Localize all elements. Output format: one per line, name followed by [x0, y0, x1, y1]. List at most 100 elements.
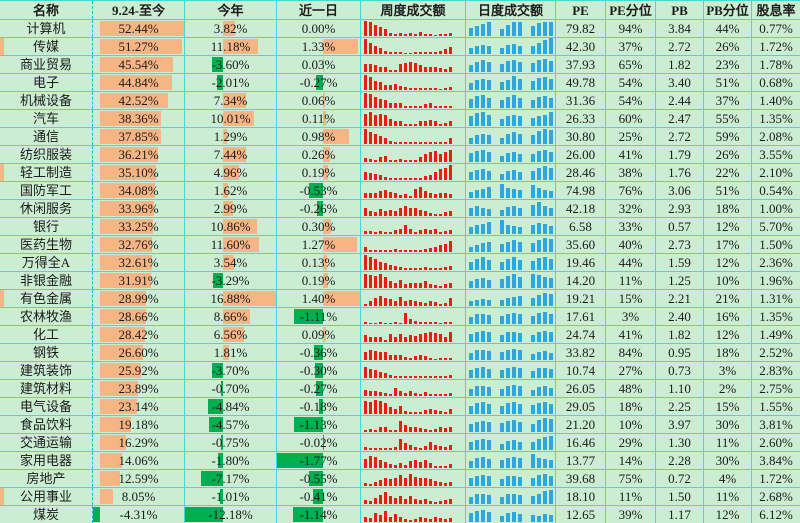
cell-div_yield[interactable]: 3.84% [752, 452, 800, 469]
cell-div_yield[interactable]: 2.10% [752, 164, 800, 181]
cell-pb[interactable]: 1.50 [656, 488, 704, 505]
cell-chg_since_924[interactable]: -4.31% [93, 506, 185, 523]
cell-pe_pctl[interactable]: 40% [606, 236, 656, 253]
weekly-turnover-sparkline[interactable] [361, 92, 466, 109]
cell-chg_ytd[interactable]: 3.82% [185, 20, 277, 37]
daily-turnover-sparkline[interactable] [466, 92, 556, 109]
daily-turnover-sparkline[interactable] [466, 326, 556, 343]
weekly-turnover-sparkline[interactable] [361, 110, 466, 127]
cell-chg_1d[interactable]: 0.30% [277, 218, 361, 235]
cell-pb_pctl[interactable]: 18% [704, 344, 752, 361]
daily-turnover-sparkline[interactable] [466, 20, 556, 37]
cell-pe[interactable]: 74.98 [556, 182, 606, 199]
cell-pb_pctl[interactable]: 3% [704, 362, 752, 379]
cell-pb_pctl[interactable]: 12% [704, 218, 752, 235]
cell-pb_pctl[interactable]: 10% [704, 272, 752, 289]
cell-chg_1d[interactable]: 0.11% [277, 110, 361, 127]
weekly-turnover-sparkline[interactable] [361, 506, 466, 523]
cell-pe[interactable]: 79.82 [556, 20, 606, 37]
cell-pb_pctl[interactable]: 12% [704, 326, 752, 343]
weekly-turnover-sparkline[interactable] [361, 38, 466, 55]
cell-pb_pctl[interactable]: 11% [704, 434, 752, 451]
cell-name[interactable]: 钢铁 [0, 344, 93, 361]
weekly-turnover-sparkline[interactable] [361, 488, 466, 505]
cell-chg_since_924[interactable]: 32.61% [93, 254, 185, 271]
cell-chg_ytd[interactable]: -2.01% [185, 74, 277, 91]
cell-pb_pctl[interactable]: 51% [704, 74, 752, 91]
cell-pb_pctl[interactable]: 37% [704, 92, 752, 109]
cell-chg_since_924[interactable]: 37.85% [93, 128, 185, 145]
cell-pb_pctl[interactable]: 11% [704, 488, 752, 505]
cell-chg_since_924[interactable]: 28.99% [93, 290, 185, 307]
cell-pe[interactable]: 19.21 [556, 290, 606, 307]
weekly-turnover-sparkline[interactable] [361, 398, 466, 415]
cell-pb[interactable]: 2.72 [656, 38, 704, 55]
cell-name[interactable]: 建筑装饰 [0, 362, 93, 379]
cell-pe[interactable]: 31.36 [556, 92, 606, 109]
weekly-turnover-sparkline[interactable] [361, 218, 466, 235]
cell-pb[interactable]: 1.30 [656, 434, 704, 451]
cell-pb_pctl[interactable]: 17% [704, 236, 752, 253]
cell-pe_pctl[interactable]: 25% [606, 128, 656, 145]
cell-pb_pctl[interactable]: 26% [704, 146, 752, 163]
cell-chg_1d[interactable]: -1.11% [277, 308, 361, 325]
cell-name[interactable]: 计算机 [0, 20, 93, 37]
cell-div_yield[interactable]: 0.54% [752, 182, 800, 199]
weekly-turnover-sparkline[interactable] [361, 344, 466, 361]
cell-pe_pctl[interactable]: 27% [606, 362, 656, 379]
column-header-chg_ytd[interactable]: 今年 [185, 1, 277, 19]
daily-turnover-sparkline[interactable] [466, 470, 556, 487]
cell-chg_1d[interactable]: -1.13% [277, 416, 361, 433]
cell-div_yield[interactable]: 2.52% [752, 344, 800, 361]
cell-div_yield[interactable]: 1.96% [752, 272, 800, 289]
cell-pe[interactable]: 17.61 [556, 308, 606, 325]
cell-pe_pctl[interactable]: 10% [606, 416, 656, 433]
cell-chg_since_924[interactable]: 28.42% [93, 326, 185, 343]
cell-chg_1d[interactable]: -0.27% [277, 380, 361, 397]
cell-chg_ytd[interactable]: 11.60% [185, 236, 277, 253]
cell-div_yield[interactable]: 1.50% [752, 236, 800, 253]
cell-div_yield[interactable]: 5.70% [752, 218, 800, 235]
daily-turnover-sparkline[interactable] [466, 488, 556, 505]
cell-chg_1d[interactable]: -0.27% [277, 74, 361, 91]
cell-pb[interactable]: 3.40 [656, 74, 704, 91]
cell-div_yield[interactable]: 1.55% [752, 398, 800, 415]
cell-pe_pctl[interactable]: 11% [606, 488, 656, 505]
cell-chg_since_924[interactable]: 35.10% [93, 164, 185, 181]
cell-pb_pctl[interactable]: 55% [704, 110, 752, 127]
cell-chg_1d[interactable]: -0.30% [277, 362, 361, 379]
cell-pe_pctl[interactable]: 48% [606, 380, 656, 397]
daily-turnover-sparkline[interactable] [466, 290, 556, 307]
cell-pe_pctl[interactable]: 37% [606, 38, 656, 55]
cell-pe[interactable]: 24.74 [556, 326, 606, 343]
cell-name[interactable]: 有色金属 [0, 290, 93, 307]
cell-chg_since_924[interactable]: 51.27% [93, 38, 185, 55]
weekly-turnover-sparkline[interactable] [361, 290, 466, 307]
cell-name[interactable]: 家用电器 [0, 452, 93, 469]
column-header-pb_pctl[interactable]: PB分位 [704, 1, 752, 19]
column-header-div_yield[interactable]: 股息率 [752, 1, 800, 19]
cell-chg_since_924[interactable]: 42.52% [93, 92, 185, 109]
column-header-pe[interactable]: PE [556, 1, 606, 19]
cell-chg_since_924[interactable]: 33.96% [93, 200, 185, 217]
cell-pb_pctl[interactable]: 4% [704, 470, 752, 487]
daily-turnover-sparkline[interactable] [466, 110, 556, 127]
cell-pe_pctl[interactable]: 14% [606, 452, 656, 469]
cell-div_yield[interactable]: 2.68% [752, 488, 800, 505]
cell-chg_1d[interactable]: -1.77% [277, 452, 361, 469]
cell-pe_pctl[interactable]: 65% [606, 56, 656, 73]
cell-pb[interactable]: 1.82 [656, 326, 704, 343]
weekly-turnover-sparkline[interactable] [361, 380, 466, 397]
cell-chg_since_924[interactable]: 23.89% [93, 380, 185, 397]
weekly-turnover-sparkline[interactable] [361, 362, 466, 379]
cell-name[interactable]: 万得全A [0, 254, 93, 271]
cell-pb_pctl[interactable]: 51% [704, 182, 752, 199]
cell-pb[interactable]: 2.93 [656, 200, 704, 217]
weekly-turnover-sparkline[interactable] [361, 272, 466, 289]
cell-chg_ytd[interactable]: 16.88% [185, 290, 277, 307]
weekly-turnover-sparkline[interactable] [361, 164, 466, 181]
cell-chg_since_924[interactable]: 25.92% [93, 362, 185, 379]
cell-chg_1d[interactable]: 0.09% [277, 326, 361, 343]
cell-pb_pctl[interactable]: 12% [704, 254, 752, 271]
cell-chg_1d[interactable]: -0.36% [277, 344, 361, 361]
